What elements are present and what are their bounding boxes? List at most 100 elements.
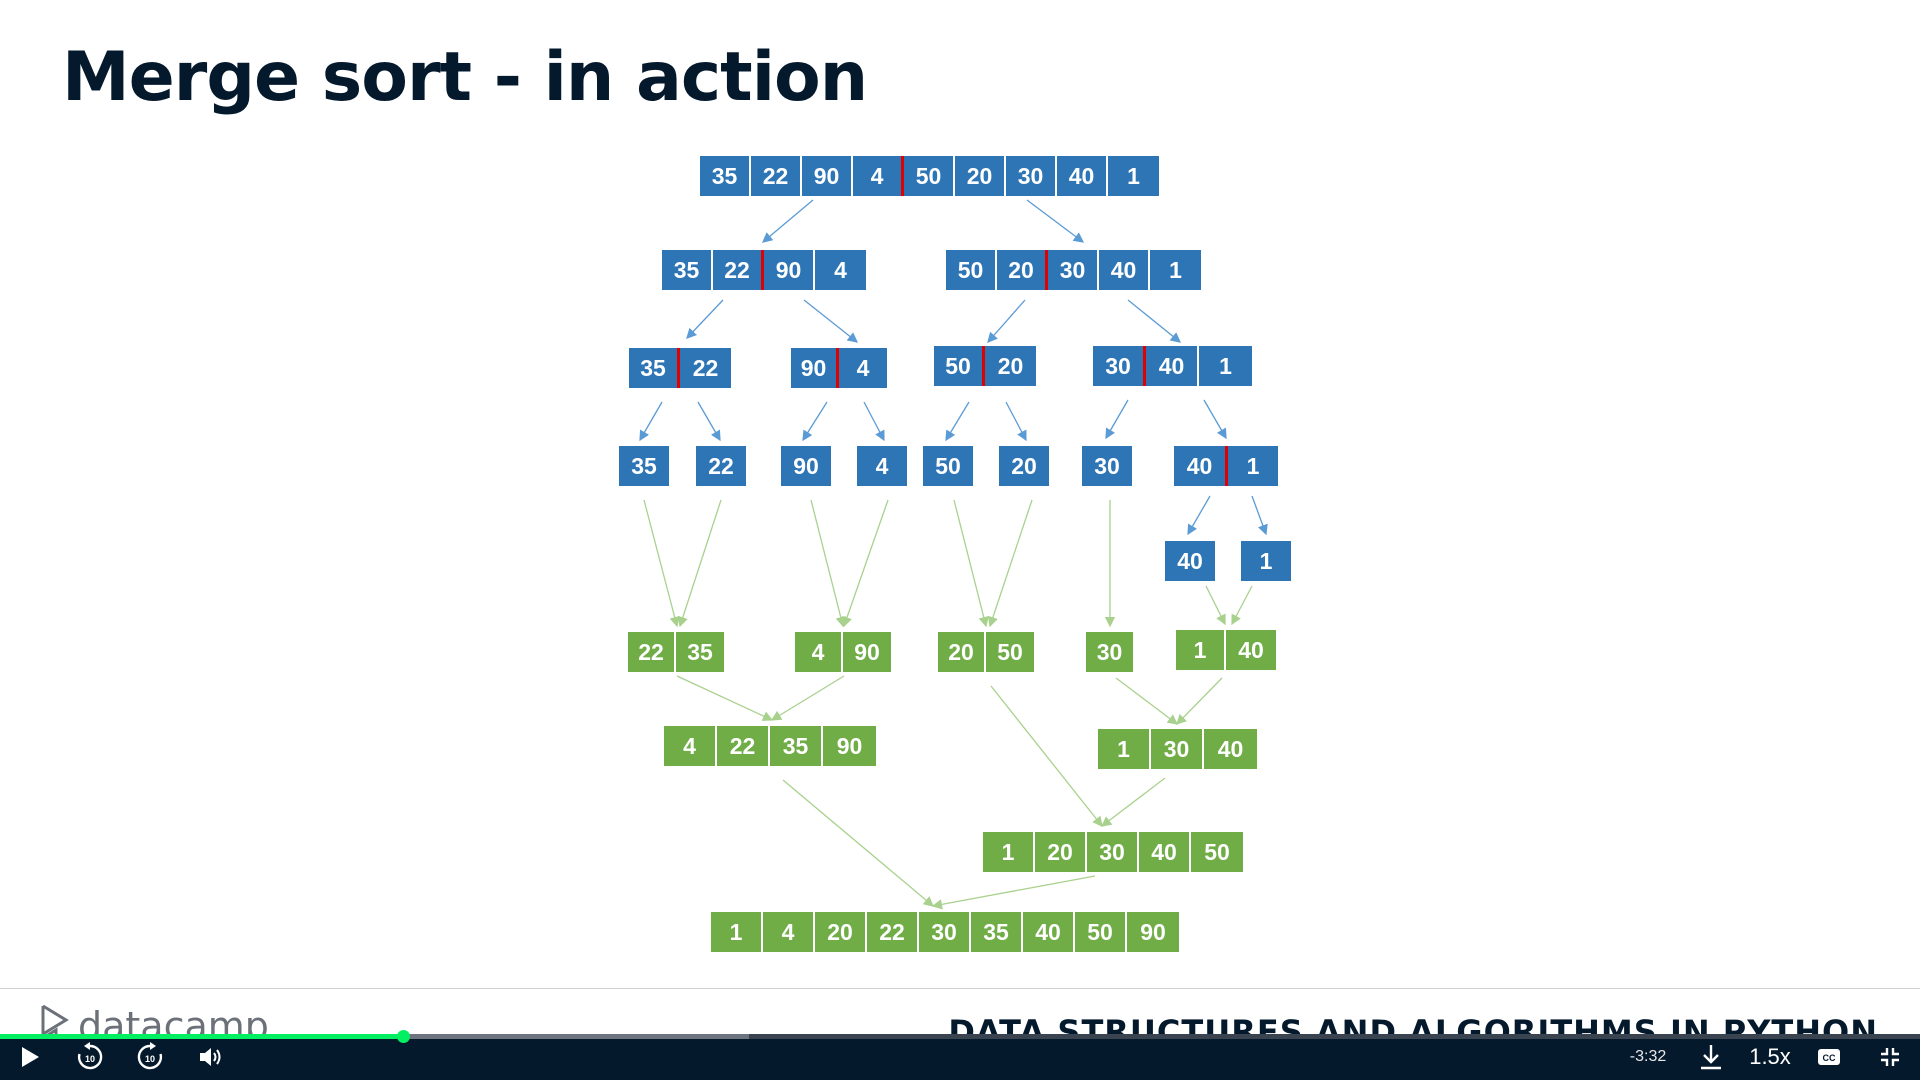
merge-arrow bbox=[677, 499, 722, 628]
array-cell: 30 bbox=[1151, 729, 1204, 769]
merge-arrow bbox=[1100, 777, 1166, 827]
array-cell: 35 bbox=[619, 446, 669, 486]
forward-10-icon: 10 bbox=[137, 1042, 163, 1070]
array-cell: 40 bbox=[1099, 250, 1150, 290]
array-cell: 40 bbox=[1023, 912, 1075, 952]
merge-array-level-2: 1 20 30 40 50 bbox=[983, 832, 1243, 872]
split-arrow bbox=[762, 199, 814, 243]
rewind-10-button[interactable]: 10 bbox=[72, 1041, 108, 1073]
progress-track[interactable] bbox=[0, 1034, 1920, 1039]
merge-array-level-0: 1 40 bbox=[1176, 630, 1276, 670]
array-cell: 1 bbox=[1150, 250, 1201, 290]
array-cell: 1 bbox=[1228, 446, 1278, 486]
array-cell: 40 bbox=[1057, 156, 1108, 196]
array-cell: 1 bbox=[1199, 346, 1252, 386]
exit-fullscreen-button[interactable] bbox=[1874, 1041, 1906, 1073]
merge-arrow bbox=[1231, 585, 1253, 626]
array-cell: 40 bbox=[1146, 346, 1199, 386]
split-array-level-3: 90 bbox=[781, 446, 831, 486]
array-cell: 50 bbox=[904, 156, 955, 196]
array-cell: 4 bbox=[839, 348, 887, 388]
split-array-level-4: 40 bbox=[1165, 541, 1215, 581]
array-cell: 1 bbox=[1241, 541, 1291, 581]
split-arrow bbox=[1127, 299, 1182, 343]
progress-played bbox=[0, 1034, 404, 1039]
merge-array-level-1: 4 22 35 90 bbox=[664, 726, 876, 766]
array-cell: 50 bbox=[1075, 912, 1127, 952]
array-cell: 30 bbox=[1082, 446, 1132, 486]
array-cell: 1 bbox=[1098, 729, 1151, 769]
video-player-controls bbox=[0, 1036, 1920, 1080]
array-cell: 35 bbox=[676, 632, 724, 672]
split-array-level-4: 1 bbox=[1241, 541, 1291, 581]
merge-arrow bbox=[842, 499, 889, 628]
split-arrow bbox=[1105, 399, 1129, 440]
array-cell: 1 bbox=[1108, 156, 1159, 196]
array-cell: 35 bbox=[971, 912, 1023, 952]
split-array-level-2: 90 4 bbox=[791, 348, 887, 388]
download-icon bbox=[1701, 1045, 1721, 1070]
array-cell: 90 bbox=[791, 348, 839, 388]
array-cell: 40 bbox=[1165, 541, 1215, 581]
array-cell: 35 bbox=[700, 156, 751, 196]
split-array-level-1: 35 22 90 4 bbox=[662, 250, 866, 290]
captions-button[interactable]: CC bbox=[1814, 1041, 1844, 1073]
forward-10-button[interactable]: 10 bbox=[132, 1041, 168, 1073]
merge-array-level-0: 30 bbox=[1086, 632, 1133, 672]
split-arrow bbox=[802, 401, 828, 442]
playback-speed-button[interactable]: 1.5x bbox=[1749, 1044, 1791, 1069]
split-arrow bbox=[945, 401, 970, 442]
play-button[interactable] bbox=[14, 1041, 46, 1073]
split-arrow bbox=[1026, 199, 1085, 243]
array-cell: 50 bbox=[923, 446, 973, 486]
array-cell: 90 bbox=[823, 726, 876, 766]
array-cell: 50 bbox=[934, 346, 985, 386]
array-cell: 4 bbox=[795, 632, 843, 672]
array-cell: 4 bbox=[857, 446, 907, 486]
download-button[interactable] bbox=[1696, 1041, 1726, 1073]
array-cell: 20 bbox=[815, 912, 867, 952]
svg-text:CC: CC bbox=[1823, 1053, 1836, 1063]
split-array-level-3: 4 bbox=[857, 446, 907, 486]
array-cell: 4 bbox=[853, 156, 904, 196]
merge-arrow bbox=[770, 675, 845, 721]
split-arrow bbox=[987, 299, 1026, 343]
merge-array-level-3: 1 4 20 22 30 35 40 50 90 bbox=[711, 912, 1179, 952]
merge-arrow bbox=[810, 499, 846, 628]
array-cell: 40 bbox=[1204, 729, 1257, 769]
split-array-level-3: 22 bbox=[696, 446, 746, 486]
array-cell: 20 bbox=[955, 156, 1006, 196]
array-cell: 22 bbox=[867, 912, 919, 952]
split-arrow bbox=[863, 401, 885, 442]
merge-array-level-1: 1 30 40 bbox=[1098, 729, 1257, 769]
progress-scrubber-handle[interactable] bbox=[397, 1030, 411, 1043]
merge-arrow bbox=[931, 875, 1096, 910]
rewind-10-label: 10 bbox=[85, 1054, 95, 1064]
array-cell: 30 bbox=[919, 912, 971, 952]
datacamp-logo-icon bbox=[41, 1004, 69, 1038]
array-cell: 30 bbox=[1006, 156, 1057, 196]
array-cell: 90 bbox=[781, 446, 831, 486]
play-icon bbox=[22, 1047, 39, 1067]
array-cell: 4 bbox=[815, 250, 866, 290]
split-array-level-3: 35 bbox=[619, 446, 669, 486]
logo-wordmark: datacamp bbox=[78, 1004, 269, 1038]
array-cell: 30 bbox=[1087, 832, 1139, 872]
split-array-level-2: 30 40 1 bbox=[1093, 346, 1252, 386]
array-cell: 20 bbox=[985, 346, 1036, 386]
split-array-level-2: 35 22 bbox=[629, 348, 731, 388]
array-cell: 4 bbox=[664, 726, 717, 766]
array-cell: 22 bbox=[680, 348, 731, 388]
split-arrow bbox=[1187, 495, 1211, 536]
merge-arrow bbox=[990, 685, 1103, 828]
array-cell: 30 bbox=[1093, 346, 1146, 386]
array-cell: 35 bbox=[662, 250, 713, 290]
volume-button[interactable] bbox=[196, 1041, 226, 1073]
split-arrow bbox=[1005, 401, 1027, 442]
merge-arrow bbox=[1176, 677, 1223, 725]
array-cell: 30 bbox=[1086, 632, 1133, 672]
array-cell: 22 bbox=[717, 726, 770, 766]
diagram-arrows bbox=[639, 199, 1268, 910]
array-cell: 40 bbox=[1139, 832, 1191, 872]
array-cell: 50 bbox=[986, 632, 1034, 672]
